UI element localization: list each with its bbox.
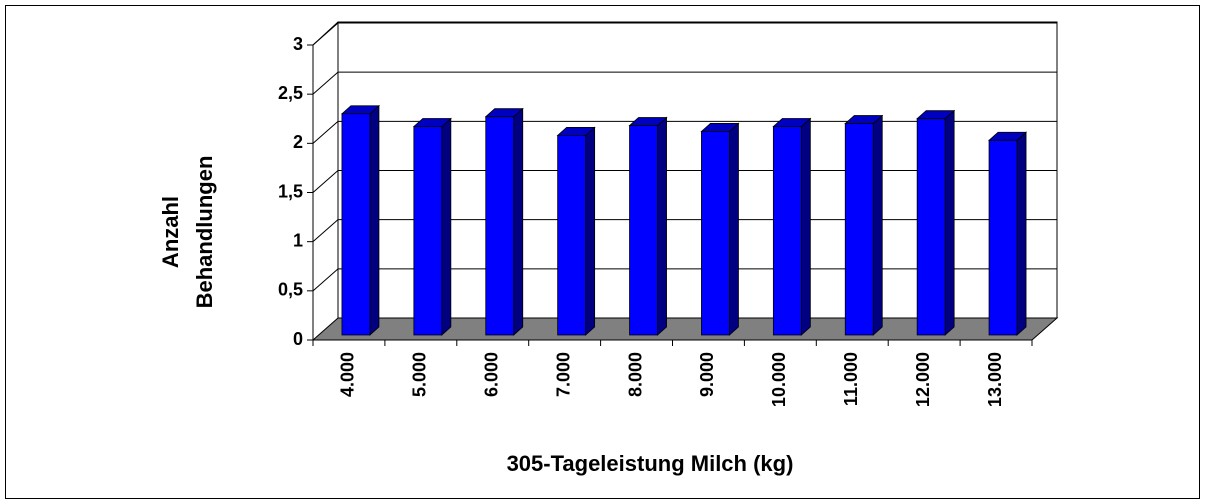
bar-face: [944, 109, 955, 336]
y-tick-label: 0: [293, 329, 303, 349]
grid-line: [312, 219, 1057, 243]
y-tick-label: 0,5: [278, 280, 303, 300]
bar-face: [800, 117, 811, 336]
bar-face: [585, 126, 596, 336]
bar-face: [844, 123, 874, 336]
x-tick-label: 6.000: [482, 352, 502, 397]
x-tick-label: 4.000: [338, 352, 358, 397]
x-tick-label: 5.000: [410, 352, 430, 397]
bar: [340, 104, 381, 336]
bar-face: [341, 113, 371, 336]
bar-face: [872, 114, 883, 336]
bar: [556, 126, 596, 336]
x-tick-label: 7.000: [553, 352, 573, 397]
x-tick-label: 9.000: [697, 352, 717, 397]
y-tick-label: 1: [293, 230, 303, 250]
y-axis-title: Behandlungen: [192, 156, 217, 309]
bar: [628, 116, 668, 336]
bar: [484, 107, 524, 336]
bar: [412, 117, 452, 336]
grid-line: [312, 120, 1057, 144]
x-tick-label: 13.000: [985, 352, 1005, 407]
y-tick-label: 1,5: [278, 181, 303, 201]
bar: [987, 131, 1028, 336]
bar-face: [513, 107, 524, 336]
x-axis-title: 305-Tageleistung Milch (kg): [507, 451, 794, 476]
bar-face: [369, 104, 380, 336]
bar-face: [629, 125, 658, 336]
bar: [844, 114, 884, 336]
bar-face: [916, 118, 946, 336]
bar-face: [1016, 131, 1027, 336]
y-tick-label: 3: [293, 34, 303, 54]
bar-face: [485, 116, 515, 336]
y-tick-label: 2: [293, 132, 303, 152]
bar: [916, 109, 956, 336]
grid-line: [312, 71, 1057, 95]
bar-face: [657, 116, 667, 336]
x-tick-label: 11.000: [841, 352, 861, 406]
bar-face: [557, 134, 587, 336]
bar: [700, 122, 740, 336]
y-axis-title: Anzahl: [158, 196, 183, 268]
x-tick-label: 12.000: [913, 352, 933, 407]
bar-face: [413, 126, 443, 336]
y-tick-label: 2,5: [278, 83, 303, 103]
bar-face: [729, 122, 739, 336]
grid-line: [312, 22, 1057, 46]
bar-face: [772, 126, 802, 336]
bar-face: [988, 139, 1018, 336]
bar: [772, 117, 812, 336]
bar-face: [441, 117, 452, 336]
grid-line: [312, 170, 1057, 193]
x-tick-label: 8.000: [625, 352, 645, 397]
x-tick-label: 10.000: [769, 352, 789, 407]
bar-face: [701, 131, 730, 336]
grid-line: [312, 268, 1057, 292]
